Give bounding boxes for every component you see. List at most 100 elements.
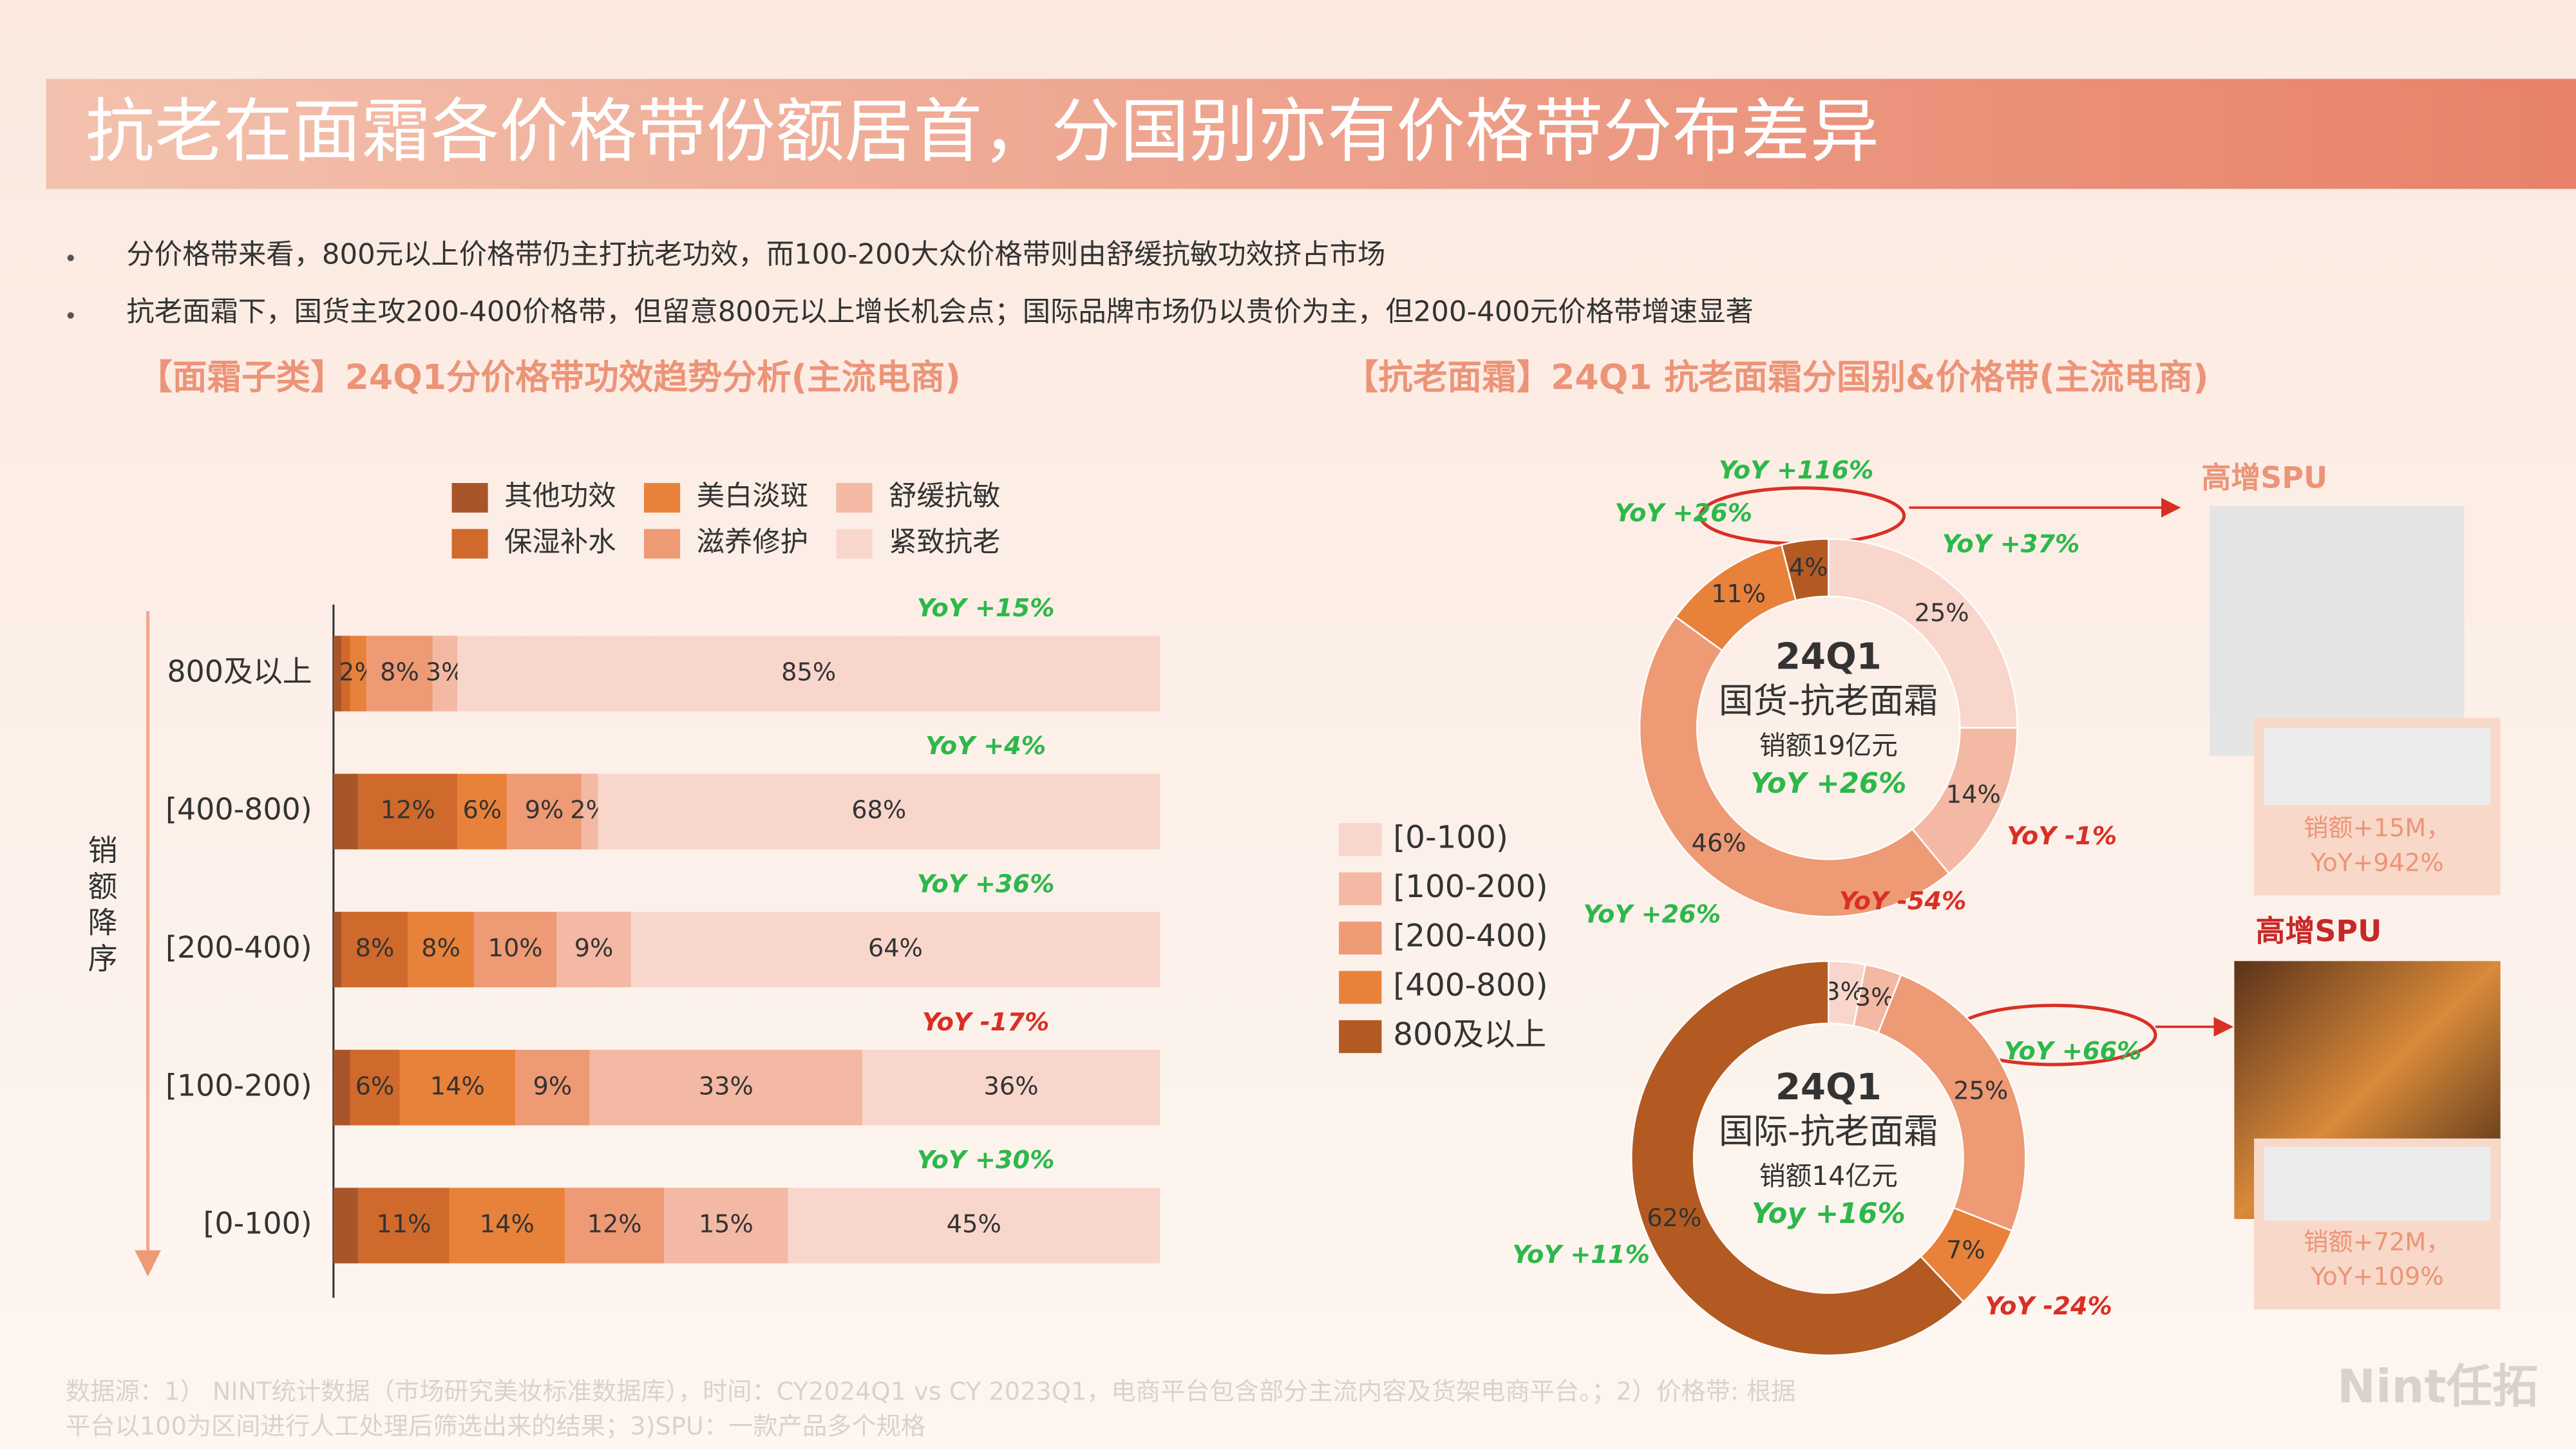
bar-segment <box>457 636 1160 712</box>
bullet-dot <box>67 254 74 261</box>
logo: Nint任拓 <box>2337 1360 2538 1414</box>
data-label: 8% <box>380 658 419 687</box>
data-label: 8% <box>355 934 395 963</box>
legend-swatch <box>836 483 873 513</box>
footnote: 平台以100为区间进行人工处理后筛选出来的结果；3)SPU：一款产品多个规格 <box>66 1412 925 1441</box>
bar-segment <box>399 1050 516 1126</box>
legend-swatch <box>451 529 488 559</box>
yoy-annotation: YoY +26% <box>1583 900 1721 929</box>
legend-swatch <box>836 529 873 559</box>
legend-swatch <box>451 483 488 513</box>
donut-center-text: 国货-抗老面霜 <box>1719 680 1938 721</box>
data-label: 8% <box>421 934 460 963</box>
data-label: 62% <box>1647 1204 1701 1233</box>
donut-center-text: 销额19亿元 <box>1759 730 1898 761</box>
donut-center-text: 国际-抗老面霜 <box>1719 1111 1938 1151</box>
donut-center-text: Yoy +16% <box>1752 1198 1906 1230</box>
legend-swatch <box>1339 823 1382 857</box>
yoy-annotation: YoY +36% <box>917 870 1055 899</box>
bar-segment <box>333 636 342 712</box>
bar-segment <box>408 911 474 988</box>
data-label: 9% <box>533 1072 573 1101</box>
yoy-annotation: YoY +15% <box>917 594 1055 623</box>
y-tick-label: [200-400) <box>166 930 312 965</box>
highlight-caption: YoY+109% <box>2310 1262 2443 1291</box>
legend-label: 滋养修护 <box>697 526 808 558</box>
data-label: 36% <box>984 1072 1039 1101</box>
legend-label: 800及以上 <box>1393 1017 1546 1053</box>
bar-segment <box>449 1188 565 1264</box>
data-label: 10% <box>488 934 543 963</box>
data-label: 64% <box>868 934 923 963</box>
donut-center-text: YoY +26% <box>1750 768 1906 800</box>
bar-segment <box>664 1188 788 1264</box>
bar-segment <box>358 773 458 849</box>
bar-segment <box>457 773 507 849</box>
bar-segment <box>432 636 458 712</box>
data-label: 12% <box>381 796 435 825</box>
yoy-annotation: YoY +30% <box>917 1146 1055 1175</box>
data-label: 85% <box>781 658 836 687</box>
bullet: 分价格带来看，800元以上价格带仍主打抗老功效，而100-200大众价格带则由舒… <box>126 238 1385 270</box>
donut-segment <box>1630 960 1965 1356</box>
donut-segment <box>1877 974 2027 1232</box>
donut-segment <box>1638 615 1951 918</box>
legend-label: [0-100) <box>1393 820 1508 856</box>
bar-segment <box>333 1050 350 1126</box>
legend-label: 舒缓抗敏 <box>889 480 1000 512</box>
y-tick-label: 800及以上 <box>167 654 312 688</box>
data-label: 3% <box>1824 977 1864 1006</box>
legend-label: 保湿补水 <box>504 526 616 558</box>
yoy-annotation: YoY -54% <box>1839 887 1967 916</box>
data-label: 25% <box>1953 1077 2008 1106</box>
y-tick-label: [100-200) <box>166 1068 312 1103</box>
footnote: 数据源：1） NINT统计数据（市场研究美妆标准数据库），时间：CY2024Q1… <box>66 1378 1795 1406</box>
yoy-annotation: YoY +11% <box>1512 1240 1650 1269</box>
data-label: 9% <box>574 934 614 963</box>
data-label: 33% <box>699 1072 753 1101</box>
data-label: 6% <box>355 1072 395 1101</box>
bar-segment <box>581 773 598 849</box>
bar-segment <box>630 911 1160 988</box>
donut-center-text: 24Q1 <box>1776 636 1882 678</box>
legend-label: [400-800) <box>1393 967 1548 1003</box>
legend-label: 美白淡斑 <box>697 480 808 512</box>
y-axis-label: 销额降序 <box>84 835 118 979</box>
donut-segment <box>1780 538 1830 601</box>
yoy-annotation: YoY +37% <box>1942 529 2080 558</box>
legend-swatch <box>644 529 681 559</box>
image-placeholder <box>2264 728 2491 805</box>
data-label: 9% <box>525 796 564 825</box>
data-label: 11% <box>376 1210 431 1239</box>
bar-segment <box>565 1188 665 1264</box>
data-label: 45% <box>947 1210 1001 1239</box>
bar-segment <box>341 911 408 988</box>
data-label: 6% <box>462 796 502 825</box>
yoy-annotation: YoY +116% <box>1719 456 1873 485</box>
data-label: 14% <box>430 1072 485 1101</box>
bar-segment <box>358 1188 450 1264</box>
legend-label: 其他功效 <box>504 480 616 512</box>
legend-swatch <box>1339 922 1382 955</box>
bar-segment <box>788 1188 1160 1264</box>
bar-segment <box>589 1050 863 1126</box>
data-label: 68% <box>851 796 906 825</box>
data-label: 14% <box>480 1210 535 1239</box>
data-label: 7% <box>1946 1236 1985 1265</box>
legend-swatch <box>1339 971 1382 1004</box>
legend-swatch <box>644 483 681 513</box>
bar-segment <box>515 1050 590 1126</box>
slide-title: 抗老在面霜各价格带份额居首，分国别亦有价格带分布差异 <box>86 92 1879 172</box>
chart-title: 【抗老面霜】24Q1 抗老面霜分国别&价格带(主流电商) <box>1344 357 2209 397</box>
yoy-annotation: YoY -1% <box>2007 822 2117 851</box>
bullet: 抗老面霜下，国货主攻200-400价格带，但留意800元以上增长机会点；国际品牌… <box>126 296 1753 328</box>
highlight-caption: 销额+15M， <box>2304 814 2450 843</box>
yoy-annotation: YoY +4% <box>925 732 1046 761</box>
bar-segment <box>333 773 359 849</box>
highlight-caption: YoY+942% <box>2310 848 2443 877</box>
highlight-caption: 销额+72M， <box>2304 1228 2450 1257</box>
bar-segment <box>862 1050 1160 1126</box>
chart-title: 【面霜子类】24Q1分价格带功效趋势分析(主流电商) <box>138 357 961 397</box>
